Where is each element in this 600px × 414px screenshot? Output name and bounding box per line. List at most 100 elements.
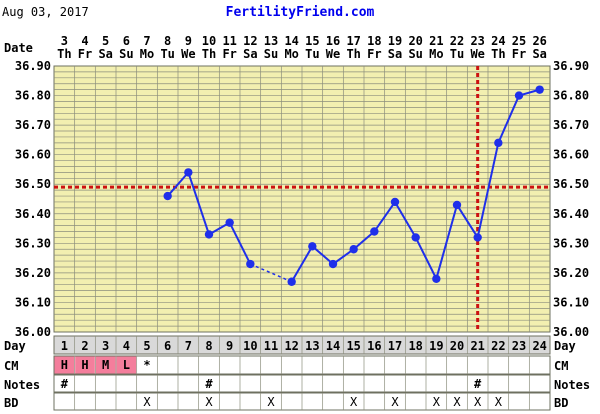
- cycle-day-label: 20: [450, 339, 464, 353]
- temperature-point: [390, 197, 400, 207]
- cycle-day-label: 11: [264, 339, 278, 353]
- date-row-label: Date: [4, 41, 33, 55]
- y-tick-label-left: 36.00: [15, 325, 51, 339]
- temperature-point: [535, 85, 544, 94]
- cycle-day-label: 22: [491, 339, 505, 353]
- y-tick-label-right: 36.00: [553, 325, 589, 339]
- temperature-point: [514, 91, 524, 100]
- y-tick-label-left: 36.40: [15, 207, 51, 221]
- y-tick-label-right: 36.60: [553, 148, 589, 162]
- bd-marker: X: [391, 395, 399, 409]
- temperature-point: [370, 227, 379, 236]
- bd-marker: X: [495, 395, 503, 409]
- weekday-label: Mo: [284, 47, 298, 61]
- bd-marker: X: [474, 395, 482, 409]
- weekday-label: Th: [202, 47, 216, 61]
- date-number-label: 25: [512, 34, 526, 48]
- y-tick-label-right: 36.10: [553, 295, 589, 309]
- date-number-label: 14: [284, 34, 298, 48]
- date-number-label: 24: [491, 34, 505, 48]
- date-number-label: 15: [305, 34, 319, 48]
- weekday-label: Su: [119, 47, 133, 61]
- weekday-label: Fr: [367, 47, 381, 61]
- y-tick-label-left: 36.30: [15, 236, 51, 250]
- weekday-label: Th: [57, 47, 71, 61]
- temperature-point: [349, 245, 358, 254]
- weekday-label: Mo: [140, 47, 154, 61]
- weekday-label: Su: [264, 47, 278, 61]
- date-number-label: 22: [450, 34, 464, 48]
- cycle-day-label: 13: [305, 339, 319, 353]
- weekday-label: Tu: [160, 47, 174, 61]
- weekday-label: Fr: [78, 47, 92, 61]
- temperature-point: [184, 168, 193, 177]
- temperature-point: [494, 138, 503, 148]
- cycle-day-label: 19: [429, 339, 443, 353]
- cm-value: L: [123, 358, 130, 372]
- temperature-segment: [456, 204, 479, 238]
- bd-row-label-right: BD: [554, 396, 568, 410]
- cm-value: *: [143, 358, 150, 372]
- temperature-segment: [166, 171, 190, 197]
- cm-value: H: [81, 358, 88, 372]
- cycle-day-label: 2: [81, 339, 88, 353]
- y-tick-label-left: 36.80: [15, 89, 51, 103]
- date-number-label: 20: [408, 34, 422, 48]
- weekday-label: Sa: [388, 47, 402, 61]
- bd-marker: X: [433, 395, 441, 409]
- temperature-segment: [353, 230, 375, 251]
- notes-row-label-left: Notes: [4, 378, 40, 392]
- y-tick-label-right: 36.70: [553, 118, 589, 132]
- y-tick-label-left: 36.60: [15, 148, 51, 162]
- bd-marker: X: [267, 395, 275, 409]
- cm-cell-highlight: [54, 356, 75, 374]
- date-number-label: 6: [123, 34, 130, 48]
- temperature-point: [452, 200, 462, 210]
- temperature-segment: [187, 172, 210, 235]
- temperature-segment: [373, 201, 396, 233]
- temperature-point: [432, 274, 441, 283]
- cycle-day-label: 3: [102, 339, 109, 353]
- cycle-day-label: 7: [185, 339, 192, 353]
- temperature-segment: [290, 245, 314, 283]
- cm-row-label-right: CM: [554, 359, 568, 373]
- cycle-day-label: 9: [226, 339, 233, 353]
- date-number-label: 18: [367, 34, 381, 48]
- y-tick-label-left: 36.70: [15, 118, 51, 132]
- temperature-segment: [497, 95, 520, 144]
- weekday-label: Tu: [450, 47, 464, 61]
- date-number-label: 5: [102, 34, 109, 48]
- bd-marker: X: [350, 395, 358, 409]
- date-number-label: 7: [143, 34, 150, 48]
- date-number-label: 10: [202, 34, 216, 48]
- y-tick-label-right: 36.40: [553, 207, 589, 221]
- cycle-day-label: 4: [123, 339, 130, 353]
- weekday-label: Mo: [429, 47, 443, 61]
- date-number-label: 12: [243, 34, 257, 48]
- temperature-point: [473, 233, 482, 242]
- brand-link[interactable]: FertilityFriend.com: [226, 5, 375, 20]
- temperature-segment: [394, 201, 417, 238]
- weekday-label: Tu: [305, 47, 319, 61]
- cycle-day-label: 14: [326, 339, 340, 353]
- cycle-day-label: 6: [164, 339, 171, 353]
- cycle-day-label: 18: [408, 339, 422, 353]
- bd-marker: X: [205, 395, 213, 409]
- date-number-label: 17: [346, 34, 360, 48]
- cm-cell-highlight: [75, 356, 95, 374]
- cm-value: M: [102, 358, 109, 372]
- y-tick-label-left: 36.10: [15, 295, 51, 309]
- cycle-day-label: 10: [243, 339, 257, 353]
- temperature-segment: [435, 204, 458, 280]
- y-tick-label-right: 36.90: [553, 59, 589, 73]
- temperature-segment: [476, 142, 500, 238]
- cm-value: H: [61, 358, 68, 372]
- date-number-label: 23: [470, 34, 484, 48]
- date-number-label: 8: [164, 34, 171, 48]
- cycle-day-label: 16: [367, 339, 381, 353]
- weekday-label: We: [181, 47, 195, 61]
- y-tick-label-right: 36.20: [553, 266, 589, 280]
- cycle-day-label: 1: [61, 339, 68, 353]
- cycle-day-label: 17: [388, 339, 402, 353]
